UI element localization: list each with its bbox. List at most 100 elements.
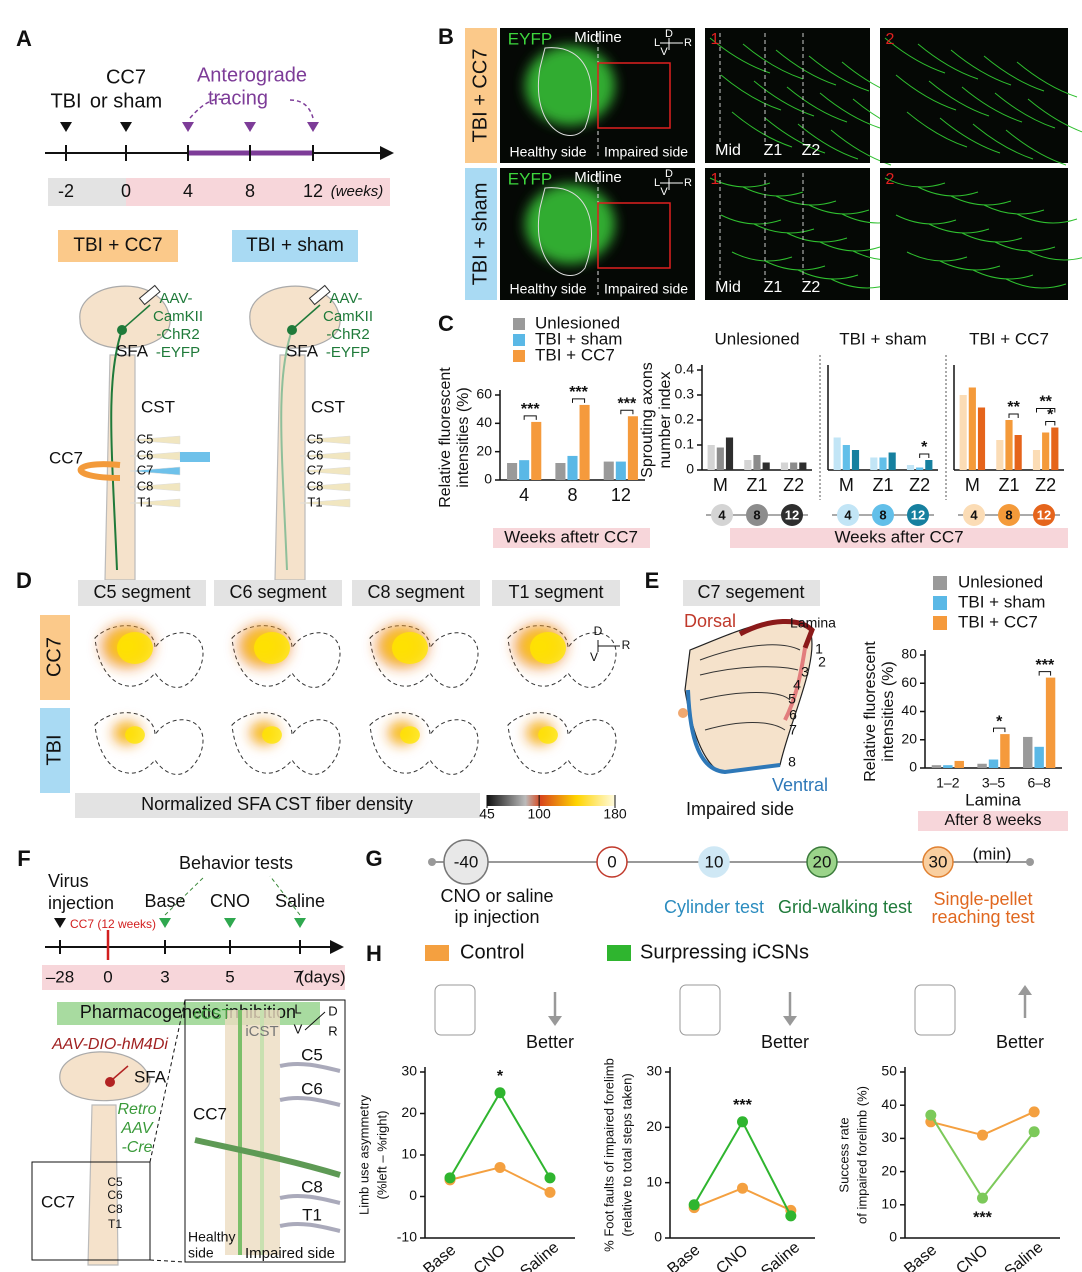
x-tick-label: Base [901, 1241, 940, 1272]
axon [994, 241, 1056, 252]
week-marker [746, 504, 768, 526]
label: CC7 [41, 1192, 75, 1211]
endpoint [428, 858, 436, 866]
label: 3 [160, 967, 169, 986]
y-tick-label: 0.2 [675, 411, 695, 427]
axon [983, 55, 1045, 92]
label: CNO or saline [440, 886, 553, 906]
label: C7 segement [697, 582, 804, 602]
point [494, 1161, 506, 1173]
bar [725, 437, 734, 470]
significance-bracket [993, 727, 1006, 733]
x-tick-label: M [839, 475, 854, 495]
event-marker [307, 122, 319, 132]
axon [939, 117, 1001, 154]
label: T1 segment [508, 582, 603, 602]
label: Normalized SFA CST fiber density [141, 794, 413, 814]
fiber-density [392, 632, 428, 664]
axon [994, 92, 1056, 129]
label: C8 segment [367, 582, 464, 602]
label: Ventral [772, 775, 828, 795]
cord-outline [369, 625, 479, 688]
label: C8 [107, 1202, 123, 1216]
legend-label: 4 [718, 507, 726, 522]
label: Cylinder test [664, 897, 764, 917]
arrowhead [783, 1016, 797, 1026]
y-axis-label: Success rate [836, 1117, 851, 1192]
x-tick-label: Z1 [998, 475, 1019, 495]
label: Z1 [764, 142, 783, 159]
significance: *** [973, 1209, 992, 1226]
bar [627, 416, 638, 480]
axon [972, 123, 1034, 160]
cst-label: CST [141, 397, 175, 416]
lamina-number: 5 [788, 691, 796, 707]
label: L [654, 37, 660, 49]
significance: ** [1039, 394, 1052, 411]
endpoint [1026, 858, 1034, 866]
axon [950, 195, 1012, 206]
point [925, 1109, 937, 1121]
bar [603, 461, 614, 480]
point [977, 1129, 988, 1141]
y-tick-label: 80 [901, 646, 917, 662]
cord-outline [231, 712, 341, 775]
x-tick-label: Z1 [872, 475, 893, 495]
cc7-transfer [194, 1137, 341, 1178]
arrowhead [548, 1016, 562, 1026]
label: CC7 [49, 448, 83, 467]
point [1028, 1106, 1040, 1118]
event-marker [54, 918, 66, 928]
axon [961, 232, 1023, 243]
week-marker [998, 504, 1020, 526]
y-tick-label: 20 [476, 442, 492, 458]
legend-label: Unlesioned [958, 572, 1043, 591]
axon [786, 86, 848, 123]
segment-label: C5 [307, 431, 324, 446]
segment-box [352, 580, 480, 606]
label: side [188, 1245, 214, 1261]
cord-outline [507, 625, 617, 688]
y-axis-label: Limb use asymmetry [356, 1095, 371, 1215]
label: AAV [120, 1120, 153, 1137]
group-title: Unlesioned [714, 329, 799, 348]
fiber-density [262, 726, 282, 744]
y-tick-label: 0 [889, 1229, 897, 1245]
event-marker [159, 918, 171, 928]
label-band [918, 811, 1068, 831]
bar [555, 463, 566, 480]
label: (min) [973, 844, 1012, 863]
axon [950, 49, 1012, 86]
label: Impaired side [604, 281, 688, 297]
label: Mid [715, 142, 741, 159]
x-tick-label: Saline [758, 1239, 803, 1272]
y-axis-label: Relative fluorescent [862, 641, 879, 782]
label: Single-pellet [933, 889, 1032, 909]
bar [888, 452, 896, 470]
link [164, 875, 206, 916]
axon [742, 186, 804, 197]
segment-box [214, 580, 342, 606]
x-tick-label: 8 [567, 485, 577, 505]
syringe [308, 284, 331, 306]
label: Better [996, 1032, 1044, 1052]
bar [531, 421, 542, 480]
axon [895, 74, 957, 111]
point [544, 1172, 556, 1184]
axon [775, 49, 837, 86]
point [1028, 1126, 1040, 1138]
axon [961, 86, 1023, 123]
bar [567, 455, 578, 480]
label: Healthy side [509, 144, 586, 160]
segment-label: C6 [307, 447, 324, 462]
week-label: -2 [58, 181, 74, 201]
y-axis-label: intensities (%) [455, 387, 472, 487]
label: C8 [301, 1177, 323, 1196]
colorbar-label: 180 [603, 806, 627, 822]
label: D [665, 28, 673, 40]
label: V [660, 186, 668, 198]
significance-bracket [1008, 413, 1019, 418]
event-marker [294, 918, 306, 928]
syringe [138, 284, 161, 306]
